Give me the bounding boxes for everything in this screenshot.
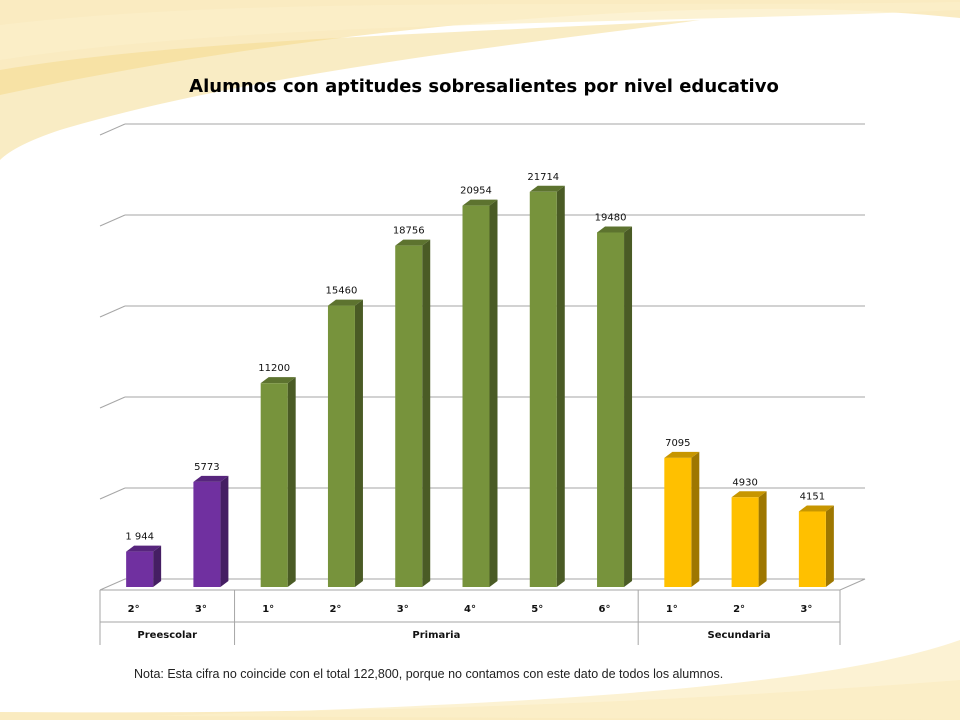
bar-side (287, 377, 296, 587)
bar (126, 545, 162, 587)
bar-side (354, 299, 363, 587)
data-label: 11200 (258, 363, 290, 374)
bar-front (395, 245, 423, 587)
bar-front (529, 191, 557, 587)
gridline-diagonal (99, 487, 126, 500)
bar-side (489, 199, 498, 587)
data-labels: 1 944 5773 11200 15460 18756 20954 21714 19480 7… (125, 172, 825, 543)
bar-front (664, 457, 692, 587)
bar-top (462, 199, 498, 206)
bar (664, 451, 700, 587)
bar (731, 491, 767, 587)
bar-side (422, 239, 431, 587)
gridline-diagonal (99, 305, 126, 318)
gridline-diagonal (99, 123, 126, 136)
bar-top (664, 451, 700, 458)
category-label: 3° (397, 604, 409, 615)
data-label: 4151 (800, 491, 825, 502)
group-label: Secundaria (708, 630, 771, 641)
category-label: 5° (531, 604, 543, 615)
bar (462, 199, 498, 587)
bar-top (798, 505, 834, 512)
bar (798, 505, 834, 587)
data-label: 1 944 (125, 532, 154, 543)
gridline-diagonal (99, 396, 126, 409)
bar (193, 475, 229, 587)
bar-side (556, 185, 565, 587)
category-label: 3° (195, 604, 207, 615)
bar-front (193, 481, 221, 587)
category-label: 4° (464, 604, 476, 615)
bar-top (260, 377, 296, 384)
bar-front (597, 232, 625, 588)
bar-top (327, 299, 363, 306)
data-label: 5773 (194, 462, 219, 473)
bar-front (260, 383, 288, 587)
bar-side (758, 491, 767, 587)
data-label: 15460 (326, 286, 358, 297)
category-label: 2° (733, 604, 745, 615)
group-label: Primaria (412, 630, 460, 641)
bar-front (731, 497, 759, 587)
bar-side (825, 505, 834, 587)
bar-side (153, 545, 162, 587)
group-label: Preescolar (137, 630, 197, 641)
data-label: 18756 (393, 226, 425, 237)
footnote: Nota: Esta cifra no coincide con el tota… (134, 667, 724, 681)
bar-top (193, 475, 229, 482)
bar-top (731, 491, 767, 498)
bar (260, 377, 296, 587)
category-label: 6° (599, 604, 611, 615)
bar-side (691, 451, 700, 587)
category-label: 2° (329, 604, 341, 615)
bar-side (220, 475, 229, 587)
category-label: 1° (666, 604, 678, 615)
chart-title: Alumnos con aptitudes sobresalientes por… (189, 76, 779, 97)
data-label: 4930 (732, 477, 757, 488)
bar-top (126, 545, 162, 552)
bar-side (624, 226, 633, 588)
gridline-diagonal (99, 214, 126, 227)
bar-top (597, 226, 633, 233)
bar (597, 226, 633, 588)
category-label: 2° (128, 604, 140, 615)
bar (529, 185, 565, 587)
bar (395, 239, 431, 587)
data-label: 20954 (460, 186, 492, 197)
category-label: 3° (800, 604, 812, 615)
bar-top (395, 239, 431, 246)
category-label: 1° (262, 604, 274, 615)
bar-front (126, 551, 154, 587)
bar-top (529, 185, 565, 192)
data-label: 7095 (665, 438, 690, 449)
bar-front (798, 511, 826, 587)
bar (327, 299, 363, 587)
data-label: 21714 (527, 172, 559, 183)
bar-front (327, 305, 355, 587)
bar-front (462, 205, 490, 587)
category-axis: 2° 3° 1° 2° 3° 4° 5° 6° 1° 2° 3° Preescolar Primaria… (128, 590, 812, 645)
data-label: 19480 (595, 212, 627, 223)
bars (126, 185, 834, 588)
